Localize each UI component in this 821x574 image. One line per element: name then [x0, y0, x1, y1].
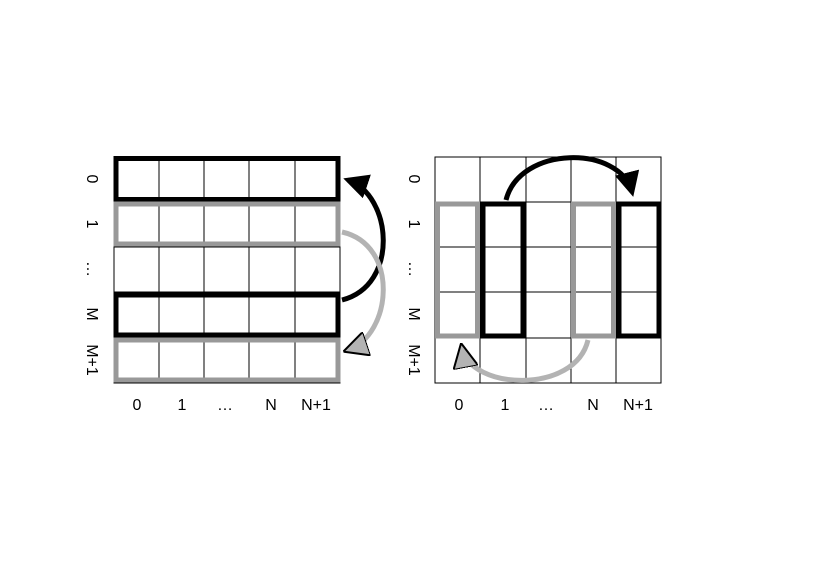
right-grid-lines [434, 156, 662, 384]
arrow-col-1-to-col-n1 [503, 155, 640, 201]
col-n1-highlight [616, 201, 662, 339]
left-col-label-4: N+1 [301, 397, 331, 414]
right-grid: 0 1 … N N+1 0 1 … M M+1 [405, 155, 662, 414]
right-row-label-2: … [405, 261, 422, 277]
row-m-highlight [113, 292, 341, 338]
left-col-label-2: … [217, 397, 233, 414]
arrow-col-n-to-col-0 [462, 339, 591, 383]
right-row-label-1: 1 [405, 220, 422, 229]
right-col-label-3: N [587, 397, 599, 414]
left-col-label-1: 1 [178, 397, 187, 414]
right-row-label-3: M [405, 307, 422, 320]
col-n-highlight [571, 201, 616, 339]
row-1-highlight [113, 201, 341, 247]
left-col-label-3: N [265, 397, 277, 414]
arrow-row-1-to-row-m1 [342, 229, 386, 350]
row-0-highlight [113, 156, 341, 202]
row-m1-highlight [113, 337, 341, 383]
right-col-label-2: … [538, 397, 554, 414]
right-col-label-1: 1 [501, 397, 510, 414]
right-row-label-4: M+1 [405, 344, 422, 376]
col-0-highlight [435, 201, 480, 339]
left-row-label-4: M+1 [83, 344, 100, 376]
left-row-label-1: 1 [83, 220, 100, 229]
right-col-label-4: N+1 [623, 397, 653, 414]
right-row-label-0: 0 [405, 175, 422, 184]
left-grid-lines [113, 156, 341, 384]
left-row-label-0: 0 [83, 175, 100, 184]
left-grid: 0 1 … N N+1 0 1 … M M+1 [83, 156, 386, 414]
left-row-label-2: … [83, 261, 100, 277]
col-1-highlight [480, 201, 526, 339]
left-col-label-0: 0 [133, 397, 142, 414]
arrow-row-m-to-row-0 [341, 174, 386, 303]
left-row-label-3: M [83, 307, 100, 320]
right-col-label-0: 0 [455, 397, 464, 414]
